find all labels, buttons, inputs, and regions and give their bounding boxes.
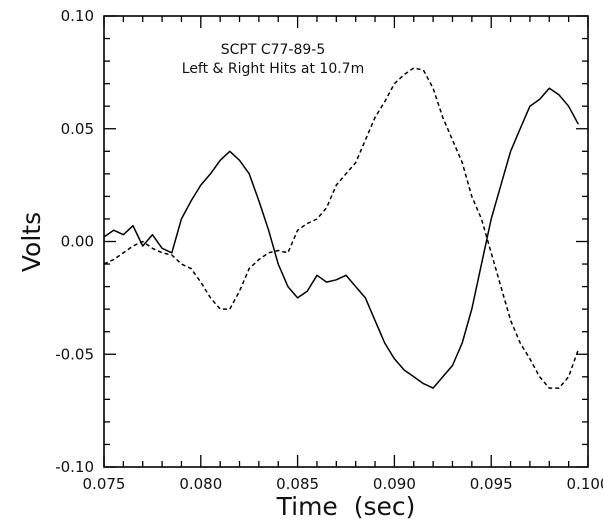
chart-annotation-line-1: SCPT C77-89-5 (221, 42, 326, 58)
x-tick-label: 0.095 (470, 475, 513, 493)
chart-annotation-line-2: Left & Right Hits at 10.7m (182, 61, 364, 77)
series-solid-line (103, 87, 579, 389)
y-tick-label: -0.10 (55, 458, 94, 476)
y-tick-label: -0.05 (55, 345, 94, 363)
y-tick-label: 0.05 (61, 120, 94, 138)
x-tick-label: 0.080 (179, 475, 222, 493)
y-tick-labels: -0.10 -0.05 0.00 0.05 0.10 (55, 7, 94, 476)
axis-ticks (103, 15, 589, 468)
x-tick-label: 0.075 (83, 475, 126, 493)
x-tick-labels: 0.075 0.080 0.085 0.090 0.095 0.100 (83, 475, 603, 493)
x-axis-title: Time (sec) (276, 492, 416, 521)
plot-frame (103, 15, 589, 468)
x-tick-label: 0.085 (276, 475, 319, 493)
series-dashed-line (103, 67, 580, 389)
x-tick-label: 0.090 (373, 475, 416, 493)
series-lines (103, 67, 580, 389)
y-tick-label: 0.10 (61, 7, 94, 25)
y-axis-title: Volts (17, 212, 46, 272)
y-tick-label: 0.00 (61, 233, 94, 251)
x-tick-label: 0.100 (567, 475, 603, 493)
